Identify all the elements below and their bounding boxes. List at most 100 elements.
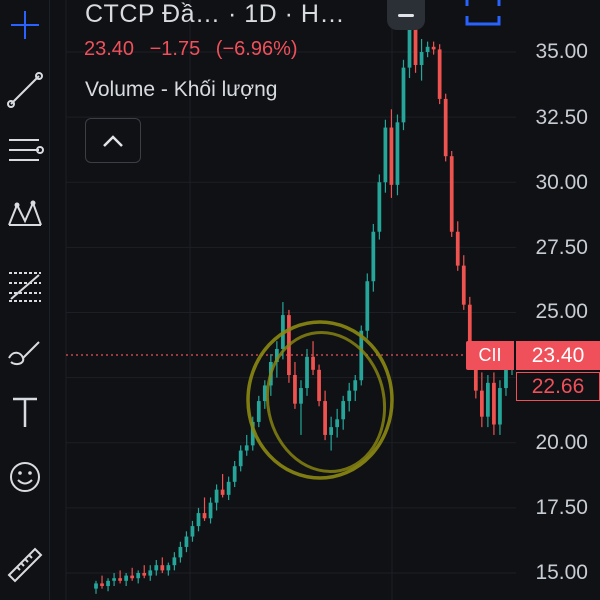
last-price: 23.40 [84,38,135,60]
annotation-circle [246,320,394,480]
candle-body [492,382,496,425]
text-icon[interactable] [0,388,50,438]
candle-body [190,526,195,537]
candle-body [431,46,436,50]
price-axis-label: 30.00 [535,171,588,194]
price-axis-label: 25.00 [535,300,588,323]
candle-body [377,182,382,232]
price-change: −1.75 [149,38,201,60]
candle-body [317,369,321,402]
candle-body [347,390,352,402]
candle-body [437,49,442,99]
candle-body [473,359,478,391]
candle-body [455,231,460,266]
pattern-icon[interactable] [0,190,50,240]
candle-body [220,489,225,495]
trend-line-icon[interactable] [0,65,50,115]
candle-body [299,388,303,404]
current-price-tag: 23.40 [516,341,600,370]
candle-body [443,98,448,157]
candle-body [130,575,135,579]
chart-grid [65,0,516,600]
candle-body [172,557,177,566]
candle-body [329,427,333,435]
candle-body [166,565,171,571]
candle-body [160,565,165,571]
fib-retracement-icon[interactable] [0,260,50,310]
symbol-title[interactable]: CTCP Đầ… · 1D · H… [85,0,345,28]
volume-indicator-label[interactable]: Volume - Khối lượng [85,78,278,101]
candle-body [401,67,406,123]
secondary-price-tag: 22.66 [516,372,600,401]
candle-body [504,364,508,389]
candle-body [323,401,327,435]
candle-body [479,390,484,417]
candle-body [226,481,231,495]
candle-body [100,583,104,587]
candle-body [371,231,376,282]
candle-body [311,356,315,370]
collapse-legend-button[interactable] [85,118,141,163]
candle-body [467,304,472,360]
candle-body [232,466,237,482]
candle-body [383,127,388,183]
candle-body [250,421,255,446]
candle-body [256,401,261,422]
brush-icon[interactable] [0,325,50,375]
candle-body [142,573,147,576]
candle-body [136,573,141,579]
candle-body [413,5,418,66]
candle-body [365,281,370,331]
minus-icon [398,13,414,17]
drawing-toolbar [0,0,50,600]
chevron-up-icon [103,134,123,147]
candle-body [486,382,490,417]
candle-body [335,419,340,428]
candle-body [118,578,122,581]
candle-body [359,330,364,381]
candle-body [293,375,297,404]
price-axis-label: 32.50 [535,106,588,129]
candle-body [106,580,110,587]
minimize-button[interactable] [387,0,425,30]
candle-body [449,156,454,232]
candle-body [419,52,424,66]
candles [94,0,514,594]
candle-body [425,46,430,52]
candle-body [461,265,466,305]
horizontal-lines-icon[interactable] [0,125,50,175]
candle-body [112,578,116,581]
price-axis-label: 35.00 [535,40,588,63]
emoji-icon[interactable] [0,452,50,502]
candle-body [202,513,207,519]
candle-body [353,380,358,391]
candle-body [238,450,243,467]
price-change-percent: (−6.96%) [215,38,298,60]
ruler-icon[interactable] [0,540,50,590]
ticker-tag: CII [466,341,514,370]
candle-body [341,401,346,420]
candle-body [305,356,309,389]
capture-frame-icon [465,0,501,26]
candle-body [407,5,412,68]
price-axis-label: 20.00 [535,431,588,454]
candle-body [184,536,189,547]
candle-body [208,502,213,519]
screenshot-button[interactable] [464,0,502,28]
candle-body [275,348,279,362]
candle-body [148,570,153,576]
candle-body [178,546,183,558]
price-axis-label: 27.50 [535,236,588,259]
candle-body [262,385,267,402]
price-axis-label: 15.00 [535,561,588,584]
candle-body [196,513,201,527]
candle-body [94,583,98,589]
candle-body [214,489,219,503]
candle-body [154,565,159,571]
crosshair-icon[interactable] [0,0,50,50]
candle-body [389,127,394,185]
candle-body [498,388,502,425]
candle-body [395,122,400,185]
price-axis-label: 17.50 [535,496,588,519]
